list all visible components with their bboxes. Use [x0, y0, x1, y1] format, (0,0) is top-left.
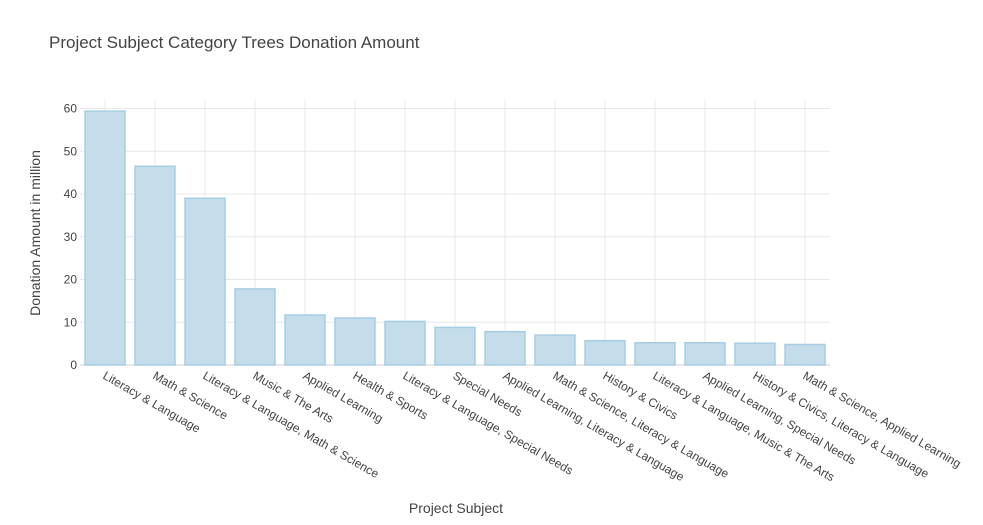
y-tick-label: 10	[64, 315, 78, 329]
bar[interactable]	[534, 334, 576, 366]
bar[interactable]	[234, 288, 276, 366]
y-tick-label: 30	[64, 230, 78, 244]
bar[interactable]	[684, 342, 726, 366]
y-tick-label: 0	[70, 358, 77, 372]
bar[interactable]	[84, 110, 126, 366]
bar-layer	[84, 110, 826, 366]
bar[interactable]	[384, 320, 426, 366]
bar[interactable]	[284, 314, 326, 366]
bar[interactable]	[784, 343, 826, 366]
bar[interactable]	[184, 197, 226, 366]
x-tick-label: Literacy & Language, Math & Science	[201, 368, 382, 481]
y-tick-label: 50	[64, 144, 78, 158]
bar[interactable]	[584, 339, 626, 366]
y-tick-label: 20	[64, 273, 78, 287]
y-axis-title: Donation Amount in million	[27, 150, 43, 316]
y-tick-label: 40	[64, 187, 78, 201]
bar[interactable]	[134, 165, 176, 366]
bar[interactable]	[634, 342, 676, 366]
y-tick-layer: 0 10 20 30 40 50 60	[64, 102, 78, 372]
x-axis-title: Project Subject	[409, 500, 503, 516]
y-tick-label: 60	[64, 102, 78, 116]
bar[interactable]	[334, 317, 376, 366]
bar[interactable]	[434, 326, 476, 366]
bar[interactable]	[734, 342, 776, 366]
x-tick-label: Literacy & Language, Special Needs	[401, 368, 576, 477]
chart-title: Project Subject Category Trees Donation …	[49, 33, 420, 52]
bar[interactable]	[484, 330, 526, 366]
